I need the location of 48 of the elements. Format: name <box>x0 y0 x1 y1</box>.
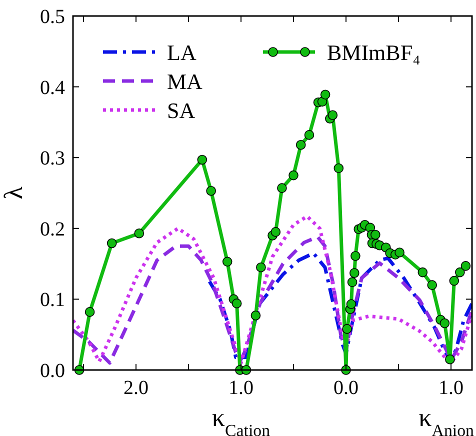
point <box>350 268 360 278</box>
point <box>222 256 232 267</box>
point <box>232 298 242 308</box>
legend-label: MA <box>167 69 203 94</box>
x-tick-label: 2.0 <box>124 377 148 399</box>
legend-label: SA <box>167 98 196 123</box>
y-axis-title: λ <box>0 186 28 200</box>
y-tick-label: 0.2 <box>40 218 65 240</box>
point <box>328 110 338 120</box>
point <box>342 324 352 334</box>
point <box>418 267 428 278</box>
point <box>445 354 455 364</box>
legend-label: BMImBF₄ <box>327 40 420 65</box>
x-tick-label: 1.0 <box>438 377 464 399</box>
point <box>370 230 380 240</box>
point <box>277 183 287 193</box>
point <box>394 248 404 258</box>
point <box>106 238 117 248</box>
point <box>304 130 314 140</box>
point <box>460 261 471 271</box>
x-tick-label: 1.0 <box>228 377 254 399</box>
x-axis-title: κ$_{Cation}$ <box>212 403 271 436</box>
text: κ$_{Anion}$ <box>418 403 475 436</box>
point <box>288 170 298 180</box>
point <box>84 307 95 317</box>
point <box>134 228 144 238</box>
point <box>256 262 266 272</box>
y-tick-label: 0.4 <box>40 76 65 99</box>
point <box>320 90 330 100</box>
point <box>427 280 437 290</box>
y-tick-label: 0.3 <box>40 148 65 170</box>
point <box>250 310 261 320</box>
point <box>197 154 208 165</box>
x-tick-label: 0.0 <box>334 377 358 399</box>
point <box>350 251 360 261</box>
y-tick-label: 0.0 <box>40 360 65 382</box>
point <box>296 140 306 150</box>
point <box>346 299 356 310</box>
point <box>334 163 344 174</box>
legend-label: LA <box>167 40 196 65</box>
point <box>449 276 460 286</box>
point <box>206 186 216 196</box>
y-tick-label: 0.1 <box>40 289 65 312</box>
point <box>347 277 358 288</box>
point <box>455 267 465 278</box>
point <box>440 318 450 328</box>
y-tick-label: 0.5 <box>40 6 65 28</box>
point <box>270 227 281 237</box>
